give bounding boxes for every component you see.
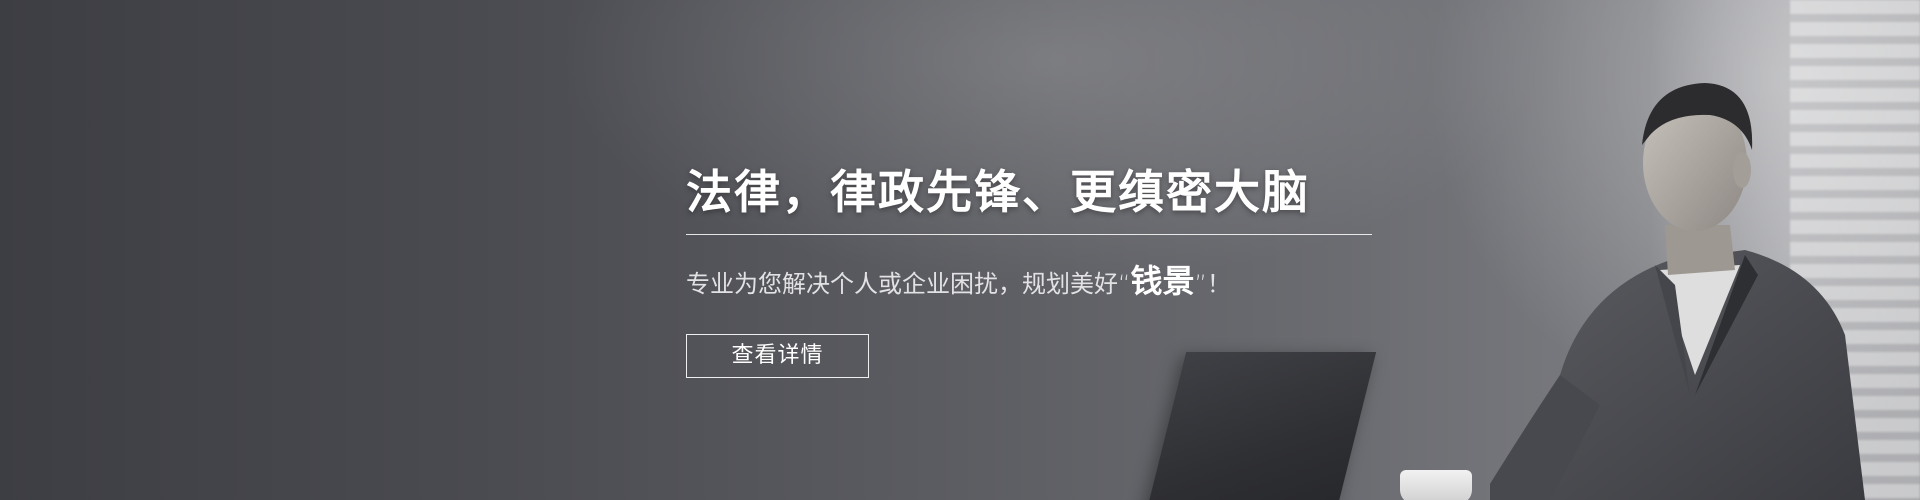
- coffee-cup: [1400, 470, 1472, 500]
- banner-content: 法律，律政先锋、更缜密大脑 专业为您解决个人或企业困扰，规划美好“钱景”！ 查看…: [686, 160, 1372, 378]
- businessman-illustration: [1490, 83, 1865, 500]
- title-divider: [686, 234, 1372, 235]
- subtitle-text: 专业为您解决个人或企业困扰，规划美好“: [686, 270, 1131, 298]
- banner-subtitle: 专业为您解决个人或企业困扰，规划美好“钱景”！: [686, 261, 1372, 304]
- subtitle-highlight: 钱景: [1130, 262, 1195, 300]
- subtitle-end: ”！: [1194, 270, 1231, 298]
- banner-title: 法律，律政先锋、更缜密大脑: [686, 165, 1310, 219]
- view-details-button[interactable]: 查看详情: [686, 334, 869, 378]
